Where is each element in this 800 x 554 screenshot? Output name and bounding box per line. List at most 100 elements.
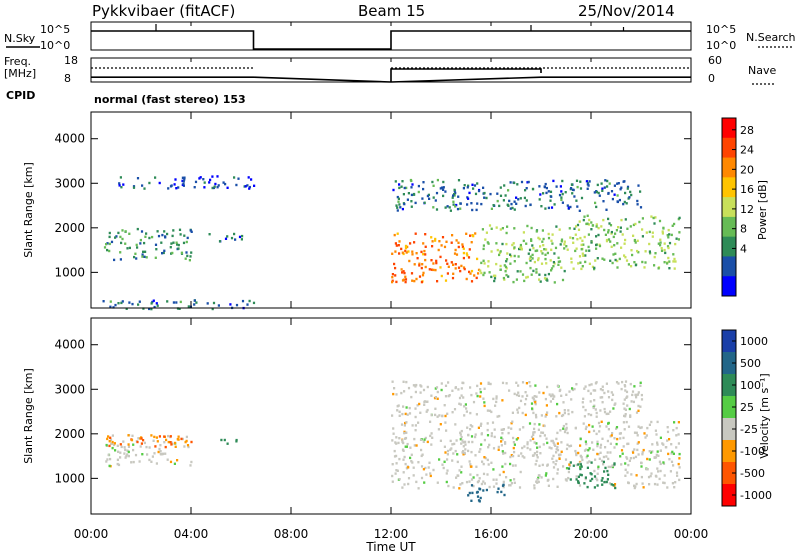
echo-cell xyxy=(482,259,485,262)
echo-cell xyxy=(476,384,479,388)
echo-cell xyxy=(105,460,108,463)
echo-cell xyxy=(391,380,394,383)
echo-cell xyxy=(122,183,125,186)
echo-cell xyxy=(404,275,407,278)
echo-cell xyxy=(545,191,548,195)
echo-cell xyxy=(564,478,567,481)
echo-cell xyxy=(150,302,153,305)
echo-cell xyxy=(634,393,637,397)
echo-cell xyxy=(640,393,643,397)
echo-cell xyxy=(648,483,651,486)
echo-cell xyxy=(636,393,640,396)
echo-cell xyxy=(562,413,565,417)
echo-cell xyxy=(607,229,610,232)
colorbar-cell xyxy=(722,177,736,198)
echo-cell xyxy=(464,440,467,444)
echo-cell xyxy=(586,187,589,190)
echo-cell xyxy=(670,460,674,463)
echo-cell xyxy=(495,482,498,485)
echo-cell xyxy=(391,276,394,279)
echo-cell xyxy=(654,216,657,219)
echo-cell xyxy=(550,239,553,242)
echo-cell xyxy=(443,460,446,463)
echo-cell xyxy=(426,400,429,403)
echo-cell xyxy=(584,254,587,257)
echo-cell xyxy=(565,447,569,451)
echo-cell xyxy=(575,179,579,182)
echo-cell xyxy=(540,476,543,479)
echo-cell xyxy=(607,396,611,399)
echo-cell xyxy=(108,235,111,239)
echo-cell xyxy=(571,388,574,392)
echo-cell xyxy=(579,437,582,441)
echo-cell xyxy=(118,182,121,185)
echo-cell xyxy=(504,194,507,197)
echo-cell xyxy=(111,440,114,444)
echo-cell xyxy=(563,247,566,250)
echo-cell xyxy=(599,443,603,447)
echo-cell xyxy=(451,411,454,414)
echo-cell xyxy=(173,441,177,445)
echo-cell xyxy=(397,200,400,203)
echo-cell xyxy=(139,242,142,245)
echo-cell xyxy=(606,179,609,183)
echo-cell xyxy=(593,191,596,194)
echo-cell xyxy=(440,274,443,278)
echo-cell xyxy=(500,428,503,431)
echo-cell xyxy=(584,476,587,479)
echo-cell xyxy=(407,477,411,480)
echo-cell xyxy=(551,233,554,236)
echo-cell xyxy=(222,181,225,184)
echo-cell xyxy=(189,255,192,258)
echo-cell xyxy=(583,387,586,390)
echo-cell xyxy=(394,250,397,253)
echo-cell xyxy=(127,450,130,454)
echo-cell xyxy=(504,451,507,455)
echo-cell xyxy=(401,180,404,183)
echo-cell xyxy=(610,434,613,437)
echo-cell xyxy=(550,439,553,443)
echo-cell xyxy=(678,452,681,456)
echo-cell xyxy=(506,225,509,228)
echo-cell xyxy=(587,413,590,416)
echo-cell xyxy=(441,463,444,466)
echo-cell xyxy=(570,257,573,260)
echo-cell xyxy=(465,480,469,484)
echo-cell xyxy=(600,225,603,228)
echo-cell xyxy=(611,432,614,435)
echo-cell xyxy=(451,459,454,462)
echo-cell xyxy=(419,391,422,394)
colorbar-cell xyxy=(722,197,736,218)
echo-cell xyxy=(673,486,676,489)
colorbar-tick-label: -25 xyxy=(740,423,758,436)
echo-cell xyxy=(405,466,408,470)
echo-cell xyxy=(401,486,404,489)
echo-cell xyxy=(418,275,422,278)
echo-cell xyxy=(534,249,537,253)
echo-cell xyxy=(120,445,123,449)
echo-cell xyxy=(585,249,588,252)
echo-cell xyxy=(585,456,588,459)
echo-cell xyxy=(559,185,562,188)
freq-unit-label: [MHz] xyxy=(4,67,36,80)
colorbar-cell xyxy=(722,330,736,353)
echo-cell xyxy=(599,409,602,412)
echo-cell xyxy=(601,385,604,388)
echo-cell xyxy=(395,204,398,207)
echo-cell xyxy=(553,203,556,206)
echo-cell xyxy=(574,249,577,253)
echo-cell xyxy=(666,426,669,429)
echo-cell xyxy=(655,453,658,457)
echo-cell xyxy=(490,227,493,230)
colorbar-tick-label: 25 xyxy=(740,401,754,414)
echo-cell xyxy=(672,260,675,263)
echo-cell xyxy=(444,451,447,454)
echo-cell xyxy=(525,276,528,279)
echo-cell xyxy=(468,191,471,195)
echo-cell xyxy=(569,236,572,239)
echo-cell xyxy=(427,466,430,469)
echo-cell xyxy=(601,388,604,392)
echo-cell xyxy=(554,246,558,250)
echo-cell xyxy=(108,231,111,235)
echo-cell xyxy=(117,231,120,235)
